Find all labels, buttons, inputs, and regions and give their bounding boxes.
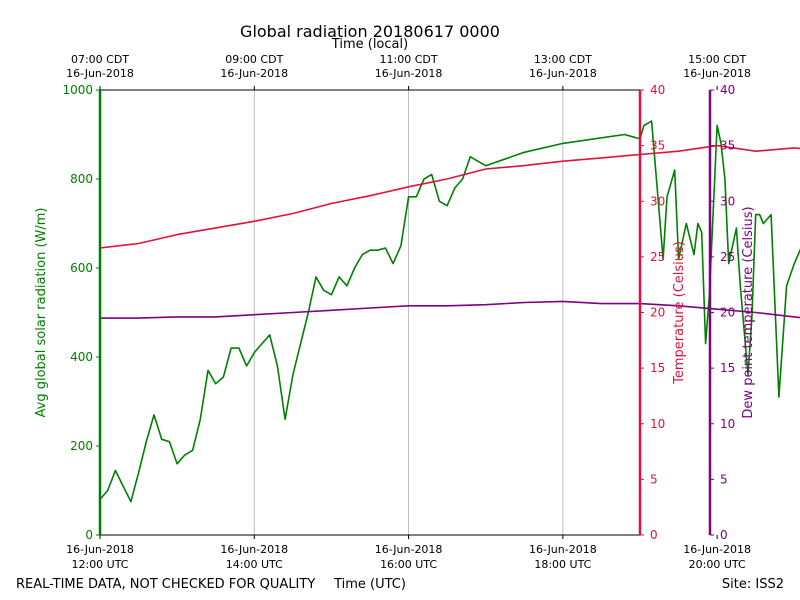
temperature-axis-label: Temperature (Celsius)	[672, 241, 687, 385]
temperature-tick-label: 35	[650, 139, 665, 153]
x-tick-date: 16-Jun-2018	[66, 543, 134, 556]
top-axis-label: Time (local)	[331, 37, 408, 52]
radiation-tick-label: 1000	[62, 83, 93, 97]
footer-disclaimer: REAL-TIME DATA, NOT CHECKED FOR QUALITY	[16, 577, 315, 592]
x-tick-time: 12:00 UTC	[71, 558, 128, 571]
series-layer	[99, 120, 800, 503]
x-tick-time: 20:00 UTC	[689, 558, 746, 571]
top-tick-date: 16-Jun-2018	[683, 67, 751, 80]
dewpoint-tick-label: 0	[720, 528, 728, 542]
temperature-tick-label: 5	[650, 472, 658, 486]
top-tick-date: 16-Jun-2018	[220, 67, 288, 80]
temperature-tick-label: 15	[650, 361, 665, 375]
chart-title: Global radiation 20180617 0000	[240, 22, 500, 41]
x-tick-time: 18:00 UTC	[534, 558, 591, 571]
x-tick-date: 16-Jun-2018	[375, 543, 443, 556]
series-line-temperature	[99, 144, 800, 249]
series-line-global-radiation	[99, 120, 800, 503]
dewpoint-axis-label: Dew point temperature (Celsius)	[741, 206, 756, 418]
radiation-tick-label: 600	[70, 261, 93, 275]
temperature-tick-label: 40	[650, 83, 665, 97]
dewpoint-tick-label: 20	[720, 306, 735, 320]
x-tick-date: 16-Jun-2018	[683, 543, 751, 556]
footer-site: Site: ISS2	[722, 577, 784, 592]
radiation-tick-label: 200	[70, 439, 93, 453]
temperature-tick-label: 25	[650, 250, 665, 264]
temperature-tick-label: 20	[650, 306, 665, 320]
dewpoint-tick-label: 15	[720, 361, 735, 375]
x-tick-time: 14:00 UTC	[226, 558, 283, 571]
top-tick-time: 07:00 CDT	[71, 53, 129, 66]
radiation-tick-label: 0	[85, 528, 93, 542]
temperature-tick-label: 0	[650, 528, 658, 542]
temperature-tick-label: 30	[650, 194, 665, 208]
top-tick-time: 11:00 CDT	[380, 53, 438, 66]
radiation-axis-label: Avg global solar radiation (W/m)	[34, 208, 49, 418]
radiation-tick-label: 400	[70, 350, 93, 364]
dewpoint-tick-label: 30	[720, 194, 735, 208]
top-tick-date: 16-Jun-2018	[529, 67, 597, 80]
top-tick-time: 15:00 CDT	[688, 53, 746, 66]
dewpoint-tick-label: 40	[720, 83, 735, 97]
x-tick-time: 16:00 UTC	[380, 558, 437, 571]
x-tick-date: 16-Jun-2018	[529, 543, 597, 556]
top-tick-time: 09:00 CDT	[225, 53, 283, 66]
dewpoint-tick-label: 35	[720, 139, 735, 153]
gridlines	[253, 90, 564, 535]
dewpoint-tick-label: 10	[720, 417, 735, 431]
top-tick-time: 13:00 CDT	[534, 53, 592, 66]
dewpoint-tick-label: 25	[720, 250, 735, 264]
dewpoint-tick-label: 5	[720, 472, 728, 486]
radiation-tick-label: 800	[70, 172, 93, 186]
temperature-tick-label: 10	[650, 417, 665, 431]
series-line-dew-point-temperature	[100, 300, 800, 319]
x-axis-label: Time (UTC)	[333, 577, 406, 592]
top-tick-date: 16-Jun-2018	[375, 67, 443, 80]
top-tick-date: 16-Jun-2018	[66, 67, 134, 80]
x-tick-date: 16-Jun-2018	[220, 543, 288, 556]
